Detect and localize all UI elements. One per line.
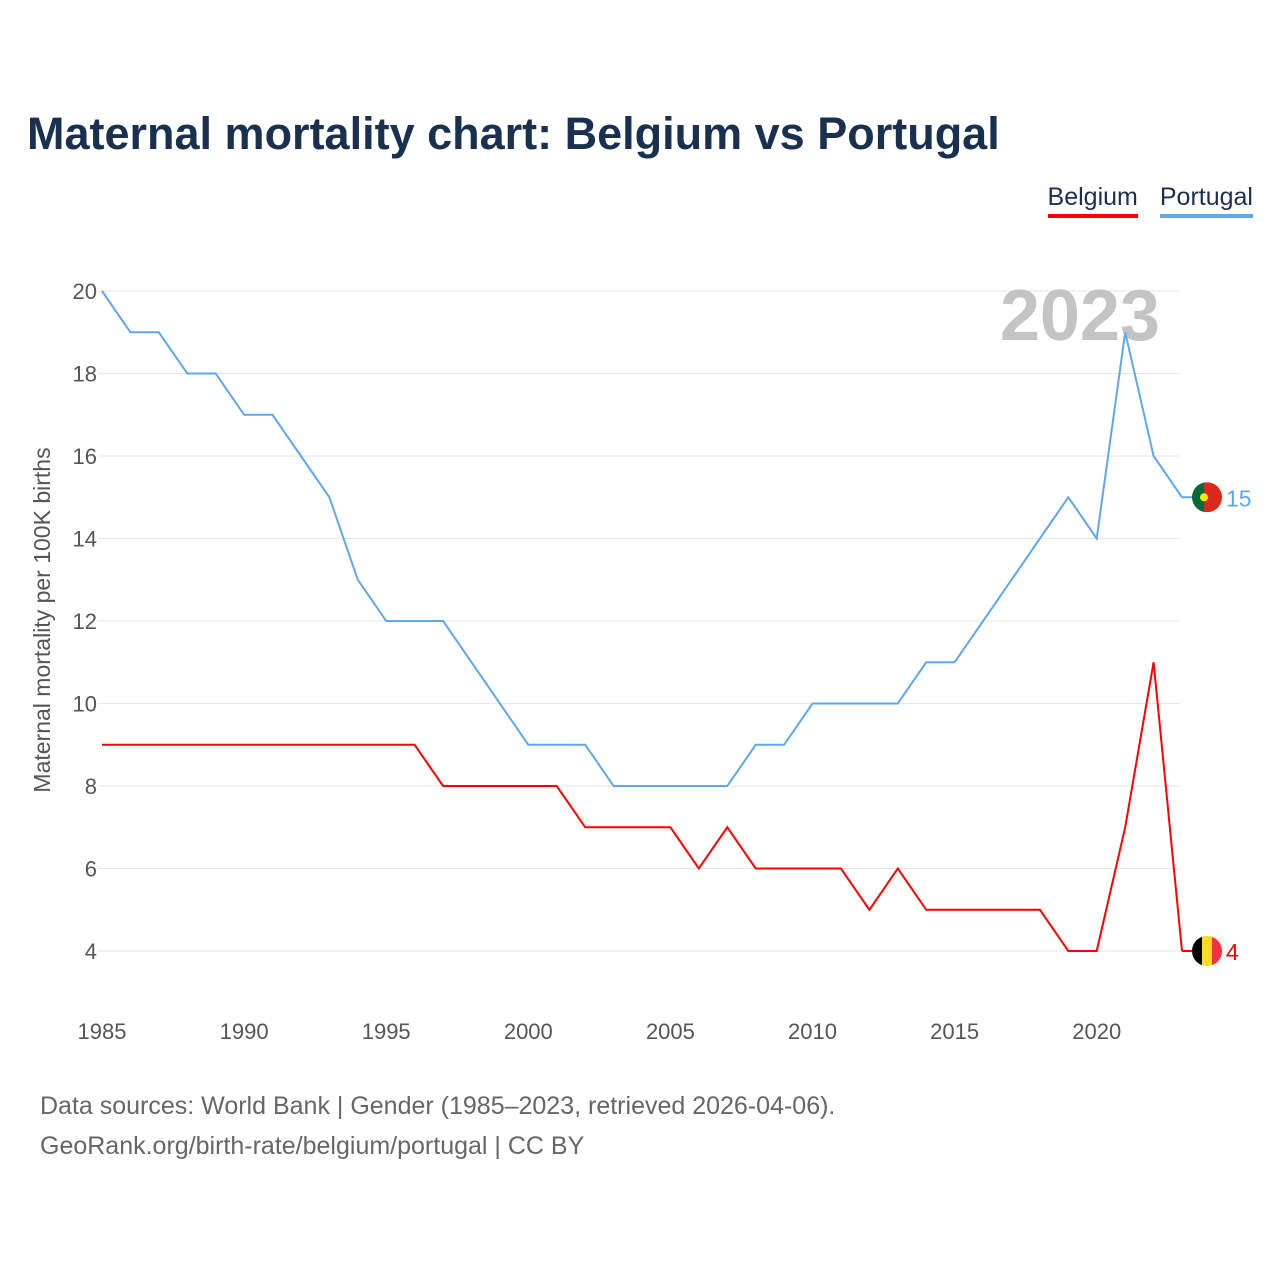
- x-tick-label: 2005: [646, 1019, 695, 1044]
- x-tick-label: 1985: [78, 1019, 127, 1044]
- y-tick-label: 14: [73, 527, 97, 552]
- y-axis-label: Maternal mortality per 100K births: [29, 447, 55, 792]
- chart-title: Maternal mortality chart: Belgium vs Por…: [27, 108, 1000, 159]
- series-line-portugal: [101, 290, 1183, 787]
- footer: Data sources: World Bank | Gender (1985–…: [40, 1086, 835, 1166]
- x-tick-label: 1990: [220, 1019, 269, 1044]
- series-end-label: 4: [1226, 939, 1239, 965]
- x-tick-label: 1995: [362, 1019, 411, 1044]
- x-tick-label: 2000: [504, 1019, 553, 1044]
- y-tick-label: 10: [73, 692, 97, 717]
- x-tick-label: 2020: [1072, 1019, 1121, 1044]
- flag-portugal-icon: [1192, 482, 1222, 513]
- footer-sources: Data sources: World Bank | Gender (1985–…: [40, 1092, 836, 1120]
- series-end-label: 15: [1226, 485, 1252, 511]
- y-tick-label: 20: [73, 279, 97, 304]
- y-tick-label: 18: [73, 362, 97, 387]
- legend-portugal[interactable]: Portugal: [1159, 183, 1253, 218]
- legend: Belgium Portugal: [1047, 183, 1253, 218]
- year-watermark: 2023: [1000, 276, 1160, 356]
- y-tick-label: 6: [85, 857, 97, 882]
- y-tick-label: 8: [85, 774, 97, 799]
- x-tick-label: 2015: [930, 1019, 979, 1044]
- series-line-belgium: [102, 662, 1183, 952]
- footer-link[interactable]: GeoRank.org/birth-rate/belgium/portugal …: [40, 1132, 585, 1160]
- flag-belgium-icon: [1192, 936, 1222, 966]
- y-tick-label: 16: [73, 444, 97, 469]
- x-tick-label: 2010: [788, 1019, 837, 1044]
- y-tick-label: 4: [85, 939, 97, 964]
- legend-belgium[interactable]: Belgium: [1047, 183, 1138, 218]
- y-tick-label: 12: [73, 609, 97, 634]
